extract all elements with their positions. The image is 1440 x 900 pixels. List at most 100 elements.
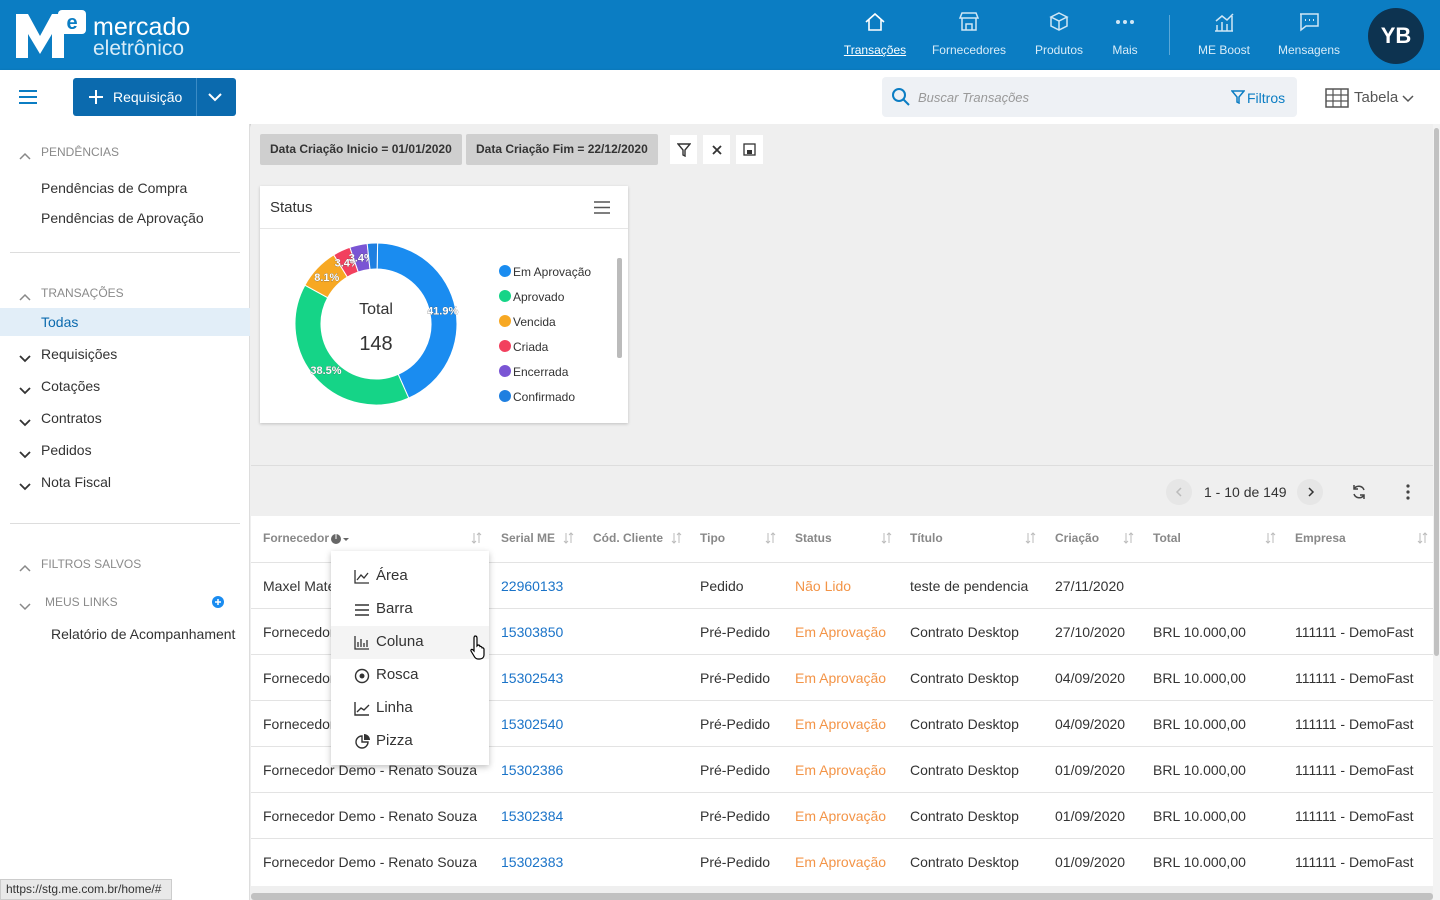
table-cell: Contrato Desktop bbox=[910, 670, 1019, 686]
v-scrollbar[interactable] bbox=[1434, 128, 1439, 656]
icon-part bbox=[19, 387, 31, 395]
menu-group[interactable]: Pedidos bbox=[41, 442, 92, 458]
menu-icon[interactable] bbox=[19, 90, 37, 104]
h-scrollbar[interactable] bbox=[251, 893, 1433, 900]
menu-option[interactable]: Barra bbox=[376, 600, 413, 617]
table-cell: Contrato Desktop bbox=[910, 716, 1019, 732]
nav-item[interactable]: Fornecedores bbox=[931, 43, 1007, 57]
legend-label: Aprovado bbox=[513, 290, 565, 304]
column-header[interactable]: Tipo bbox=[700, 531, 726, 545]
column-header[interactable]: Status bbox=[795, 531, 832, 545]
legend-marker bbox=[499, 340, 511, 352]
avatar[interactable]: YB bbox=[1368, 8, 1424, 64]
icon-part bbox=[354, 570, 369, 584]
menu-icon bbox=[354, 701, 370, 722]
table-cell: Contrato Desktop bbox=[910, 854, 1019, 870]
table-cell: Não Lido bbox=[795, 578, 852, 594]
table-cell: 111111 - DemoFast bbox=[1295, 624, 1414, 640]
menu-group[interactable]: Requisições bbox=[41, 346, 118, 362]
menu-option[interactable]: Pizza bbox=[376, 732, 413, 749]
menu-group[interactable]: Contratos bbox=[41, 410, 102, 426]
nav-item[interactable]: Produtos bbox=[1034, 43, 1084, 57]
column-header[interactable]: Total bbox=[1153, 531, 1181, 545]
menu-item[interactable]: Pendências de Aprovação bbox=[41, 210, 204, 226]
menu-item[interactable]: Pendências de Compra bbox=[41, 180, 188, 196]
icon-part bbox=[902, 98, 910, 106]
nav-item[interactable]: Mensagens bbox=[1277, 43, 1341, 57]
table-cell[interactable]: 15302384 bbox=[501, 808, 564, 824]
menu-option[interactable]: Rosca bbox=[376, 666, 419, 683]
icon-part bbox=[208, 93, 222, 102]
icon-part bbox=[1123, 532, 1134, 544]
column-header[interactable]: Cód. Cliente bbox=[593, 531, 664, 545]
nav-item[interactable]: Mais bbox=[1112, 43, 1138, 57]
search-box[interactable]: Buscar Transações Filtros bbox=[882, 77, 1297, 117]
icon-part bbox=[1123, 20, 1127, 24]
prev-page[interactable] bbox=[1166, 479, 1192, 505]
clear-button[interactable] bbox=[703, 135, 730, 164]
icon-part bbox=[1308, 487, 1315, 497]
column-header[interactable]: Fornecedor bbox=[263, 531, 330, 545]
table-cell[interactable]: 15302386 bbox=[501, 762, 564, 778]
box bbox=[196, 78, 197, 116]
icon-part bbox=[1049, 12, 1069, 31]
menu-group[interactable]: Nota Fiscal bbox=[41, 474, 112, 490]
menu-item[interactable]: Todas bbox=[41, 314, 79, 330]
icon-part bbox=[89, 90, 103, 104]
data-label: 41.9% bbox=[427, 306, 458, 318]
filter-button[interactable] bbox=[670, 135, 697, 164]
table-cell[interactable]: 15302383 bbox=[501, 854, 564, 870]
icon-part bbox=[1231, 90, 1245, 104]
nav-item[interactable]: ME Boost bbox=[1197, 43, 1251, 57]
icon-part bbox=[1025, 532, 1036, 544]
filter-chip: Data Criação Fim = 22/12/2020 bbox=[466, 134, 658, 165]
column-header[interactable]: Criação bbox=[1055, 531, 1100, 545]
icon-part bbox=[1308, 487, 1315, 497]
logo-text: mercado bbox=[93, 13, 191, 41]
icon-part bbox=[19, 603, 31, 611]
nav-item[interactable]: Transações bbox=[843, 43, 907, 57]
table-cell: Em Aprovação bbox=[795, 624, 887, 640]
next-page[interactable] bbox=[1297, 479, 1323, 505]
save-button[interactable] bbox=[736, 135, 763, 164]
saved-link[interactable]: Relatório de Acompanhament bbox=[51, 626, 236, 642]
table-cell[interactable]: 22960133 bbox=[501, 578, 564, 594]
icon-part bbox=[865, 12, 885, 31]
refresh-icon[interactable] bbox=[1351, 484, 1367, 500]
table-cell: Em Aprovação bbox=[795, 716, 887, 732]
menu-option[interactable]: Coluna bbox=[376, 633, 424, 650]
table-cell: 111111 - DemoFast bbox=[1295, 670, 1414, 686]
column-header[interactable]: Empresa bbox=[1295, 531, 1346, 545]
icon-part bbox=[892, 88, 910, 106]
table-cell: Pré-Pedido bbox=[700, 762, 771, 778]
icon-part bbox=[354, 636, 369, 650]
column-header[interactable]: Serial ME bbox=[501, 531, 556, 545]
more-icon[interactable] bbox=[1405, 484, 1411, 500]
table-cell[interactable]: 15303850 bbox=[501, 624, 564, 640]
table-cell: BRL 10.000,00 bbox=[1153, 854, 1246, 870]
chart-menu-icon[interactable] bbox=[594, 201, 610, 214]
nav-icon bbox=[1113, 10, 1137, 39]
table-cell: 01/09/2020 bbox=[1055, 762, 1126, 778]
icon-part bbox=[19, 603, 31, 611]
table-cell: 27/11/2020 bbox=[1055, 578, 1125, 594]
menu-option[interactable]: Área bbox=[376, 567, 408, 584]
filters-link[interactable]: Filtros bbox=[1247, 90, 1286, 106]
menu-option[interactable]: Linha bbox=[376, 699, 413, 716]
expand-icon bbox=[19, 478, 31, 496]
legend-marker bbox=[499, 315, 511, 327]
view-select[interactable]: Tabela bbox=[1354, 89, 1399, 106]
icon-part bbox=[671, 532, 682, 544]
table-cell[interactable]: 15302543 bbox=[501, 670, 564, 686]
icon-part bbox=[1231, 90, 1245, 104]
table-cell[interactable]: 15302540 bbox=[501, 716, 564, 732]
legend-label: Em Aprovação bbox=[513, 265, 591, 279]
requisicao-button[interactable]: Requisição bbox=[73, 78, 236, 116]
column-header[interactable]: Título bbox=[910, 531, 943, 545]
nav-icon bbox=[1212, 10, 1236, 39]
table-cell: Em Aprovação bbox=[795, 670, 887, 686]
menu-icon bbox=[354, 668, 370, 689]
selected-row bbox=[0, 308, 250, 336]
menu-icon bbox=[354, 734, 370, 755]
menu-group[interactable]: Cotações bbox=[41, 378, 101, 394]
